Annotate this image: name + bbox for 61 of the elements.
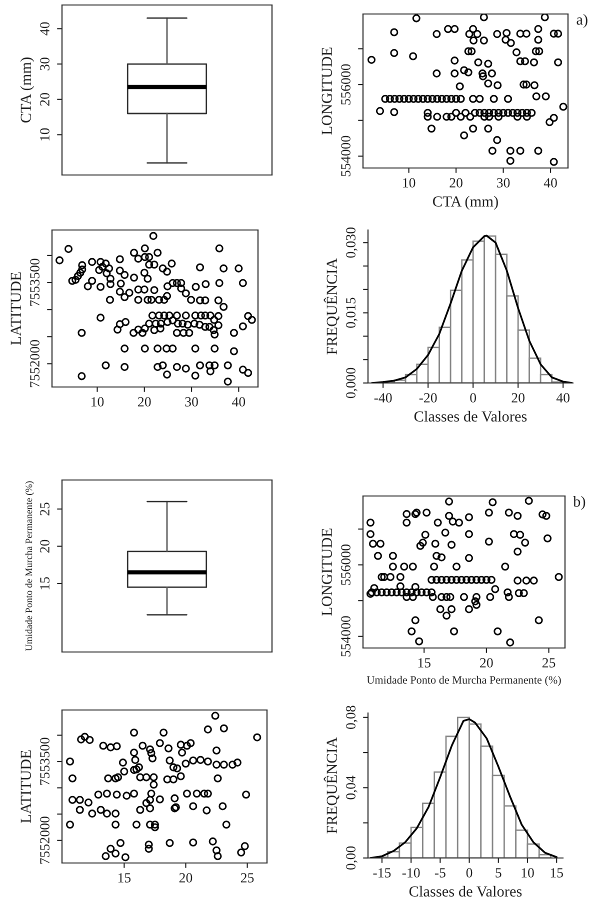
y-tick-label: 556000	[341, 64, 350, 105]
y-tick-label: 554000	[341, 616, 350, 656]
x-tick-label: -40	[374, 393, 392, 402]
x-axis-title: Classes de Valores	[409, 886, 522, 897]
y-tick-label: 10	[40, 128, 50, 140]
y-axis-title: Umidade Ponto de Murcha Permanente (%)	[25, 481, 34, 651]
x-axis-title: Classes de Valores	[414, 410, 527, 422]
y-tick-label: 7552000	[40, 816, 50, 864]
x-tick-label: 30	[185, 397, 198, 406]
y-tick-label: 15	[40, 577, 50, 590]
x-tick-label: 25	[240, 873, 254, 882]
y-axis-title: FREQUÊNCIA	[324, 737, 340, 834]
x-tick-label: 15	[550, 868, 563, 878]
x-tick-label: 20	[512, 393, 525, 402]
x-tick-label: 0	[470, 393, 476, 402]
y-tick-label: 554000	[341, 136, 350, 176]
x-tick-label: 10	[522, 868, 534, 878]
x-tick-label: 15	[118, 873, 131, 882]
y-tick-label: 25	[40, 502, 50, 516]
x-axis-title: Umidade Ponto de Murcha Permanente (%)	[366, 676, 561, 686]
text: b)	[573, 496, 586, 510]
x-axis-title: CTA (mm)	[433, 196, 498, 210]
x-tick-label: 40	[232, 397, 246, 406]
y-axis-title: FREQUÊNCIA	[324, 258, 340, 354]
x-tick-label: 20	[179, 873, 192, 882]
y-axis-title: LONGITUDE	[322, 528, 332, 616]
y-tick-label: 0,00	[346, 846, 358, 870]
x-tick-label: 0	[466, 868, 472, 878]
x-tick-label: 30	[497, 178, 510, 188]
y-axis-title: LONGITUDE	[322, 48, 332, 135]
x-tick-label: 40	[544, 178, 557, 188]
y-tick-label: 0,000	[346, 368, 358, 398]
y-tick-label: 0,04	[346, 776, 358, 800]
x-tick-label: 20	[480, 658, 493, 668]
y-axis-title: LATITUDE	[10, 272, 22, 345]
x-tick-label: 40	[556, 393, 570, 402]
y-tick-label: 7553500	[30, 258, 40, 306]
x-tick-label: 20	[138, 397, 151, 406]
y-tick-label: 20	[40, 92, 50, 106]
y-tick-label: 0,015	[346, 298, 358, 328]
x-tick-label: -20	[419, 393, 437, 402]
x-tick-label: 15	[418, 658, 430, 668]
x-tick-label: 20	[450, 178, 462, 188]
y-axis-title: CTA (mm)	[20, 58, 34, 122]
x-tick-label: 5	[496, 868, 502, 878]
y-tick-label: 556000	[341, 544, 350, 585]
y-tick-label: 30	[40, 58, 50, 70]
x-tick-label: 10	[92, 397, 104, 406]
x-tick-label: -5	[434, 868, 446, 878]
x-tick-label: 25	[542, 658, 556, 668]
y-tick-label: 0,08	[346, 706, 358, 730]
x-tick-label: -10	[402, 868, 420, 878]
y-axis-title: LATITUDE	[20, 750, 32, 823]
x-tick-label: -15	[373, 868, 391, 878]
y-tick-label: 20	[40, 540, 50, 553]
text: a)	[576, 14, 588, 28]
y-tick-label: 0,030	[346, 228, 358, 258]
x-tick-label: 10	[403, 178, 416, 188]
y-tick-label: 7553500	[40, 738, 50, 785]
y-tick-label: 7552000	[30, 340, 40, 388]
y-tick-label: 40	[40, 22, 50, 36]
